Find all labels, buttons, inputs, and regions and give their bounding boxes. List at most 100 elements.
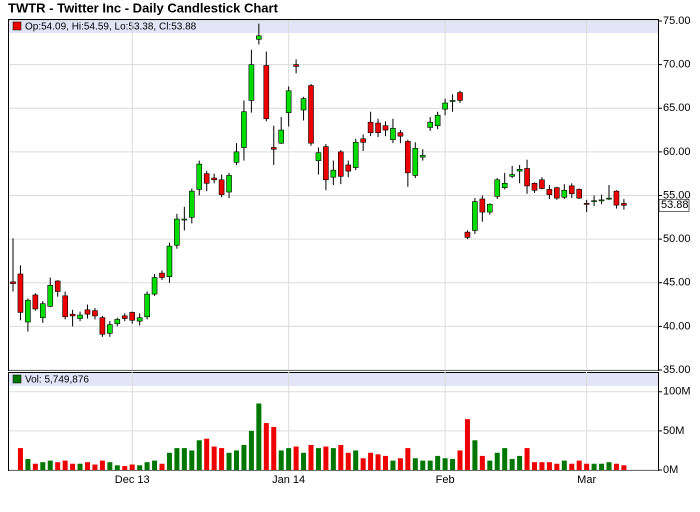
chart-title: TWTR - Twitter Inc - Daily Candlestick C… xyxy=(8,0,279,15)
volume-bar xyxy=(464,419,470,470)
candle-body xyxy=(509,174,515,177)
candle-body xyxy=(442,102,448,110)
candle-body xyxy=(84,309,91,315)
candle-body xyxy=(17,273,24,313)
volume-bar xyxy=(353,450,359,470)
candle-body xyxy=(501,182,508,188)
volume-bar xyxy=(181,448,187,470)
volume-bar xyxy=(450,459,456,470)
candle-body xyxy=(99,317,106,335)
candle-body xyxy=(554,187,560,199)
candle-body xyxy=(434,114,441,127)
volume-bar xyxy=(546,462,552,470)
candle-body xyxy=(233,151,240,163)
volume-bar xyxy=(591,463,597,470)
candle-body xyxy=(203,173,210,184)
volume-bar xyxy=(85,462,90,470)
volume-bar xyxy=(174,448,180,470)
volume-bar xyxy=(524,448,530,470)
candle-body xyxy=(606,197,612,200)
candle-body xyxy=(241,111,247,148)
y-tick-label: 55.00 xyxy=(663,189,691,201)
candle-body xyxy=(107,324,113,334)
volume-bar xyxy=(494,452,500,470)
volume-bar xyxy=(315,448,321,470)
volume-bar xyxy=(241,444,247,470)
last-price-box xyxy=(658,198,690,212)
volume-bar xyxy=(345,452,351,470)
candle-body xyxy=(539,179,545,189)
candle-body xyxy=(591,200,597,203)
volume-bar xyxy=(621,465,627,470)
volume-bar xyxy=(375,454,381,470)
candle-body xyxy=(39,303,46,318)
y-tick-label: 40.00 xyxy=(663,320,691,332)
volume-bar xyxy=(606,462,612,470)
volume-bar xyxy=(472,440,478,470)
volume-bar xyxy=(420,460,426,470)
candle-body xyxy=(285,90,292,113)
volume-bar xyxy=(293,446,299,470)
candle-body xyxy=(583,203,590,205)
candle-body xyxy=(54,280,61,292)
candle-body xyxy=(457,92,463,101)
volume-bar xyxy=(25,459,31,470)
volume-bar xyxy=(539,462,545,470)
x-tick-label: Dec 13 xyxy=(115,474,150,486)
candle-body xyxy=(464,231,471,238)
x-tick-label: Jan 14 xyxy=(272,474,305,486)
y-tick-label: 70.00 xyxy=(663,59,691,71)
y-tick-label: 75.00 xyxy=(663,15,691,27)
volume-bar xyxy=(390,460,396,470)
candle-body xyxy=(300,98,307,111)
volume-bar xyxy=(576,460,582,470)
volume-bar xyxy=(189,450,195,470)
candle-body xyxy=(62,295,68,318)
candle-body xyxy=(412,148,419,176)
volume-bar xyxy=(278,450,284,470)
volume-bar xyxy=(219,448,225,470)
candle-body xyxy=(546,189,553,195)
candle-body xyxy=(189,190,195,218)
volume-bar xyxy=(435,455,441,470)
x-tick-label: Feb xyxy=(436,474,455,486)
volume-bar xyxy=(256,403,262,470)
volume-bar xyxy=(166,452,172,470)
volume-bar xyxy=(32,463,38,470)
candle-body xyxy=(293,64,299,67)
volume-bar xyxy=(152,460,158,470)
volume-bar xyxy=(62,460,68,470)
volume-bar xyxy=(360,458,366,470)
candle-body xyxy=(405,141,411,174)
volume-bar xyxy=(301,452,307,470)
volume-bar xyxy=(517,455,523,470)
volume-bar xyxy=(211,446,217,470)
volume-bar xyxy=(509,459,515,470)
candle-body xyxy=(524,168,530,187)
volume-bar xyxy=(144,462,150,470)
candle-body xyxy=(375,122,381,133)
volume-bar xyxy=(107,462,113,470)
volume-bar xyxy=(70,463,76,470)
candle-body xyxy=(144,293,150,318)
y-tick-label: 45.00 xyxy=(663,277,691,289)
candle-body xyxy=(196,163,203,190)
volume-bar xyxy=(308,444,314,470)
volume-bar xyxy=(137,465,143,470)
candle-body xyxy=(486,203,493,213)
volume-bar xyxy=(338,444,344,470)
last-price-label: 53.88 xyxy=(661,199,689,211)
volume-bar xyxy=(487,460,493,470)
candle-body xyxy=(174,218,180,246)
volume-bar xyxy=(502,448,508,470)
candle-body xyxy=(419,155,426,158)
candle-body xyxy=(345,164,352,172)
candle-body xyxy=(598,199,605,202)
candle-body xyxy=(47,285,54,307)
volume-bar xyxy=(613,463,619,470)
candle-body xyxy=(352,141,359,168)
candle-body xyxy=(248,64,255,101)
volume-bar xyxy=(383,455,388,470)
volume-bar xyxy=(92,464,98,470)
legend-band xyxy=(9,20,658,33)
